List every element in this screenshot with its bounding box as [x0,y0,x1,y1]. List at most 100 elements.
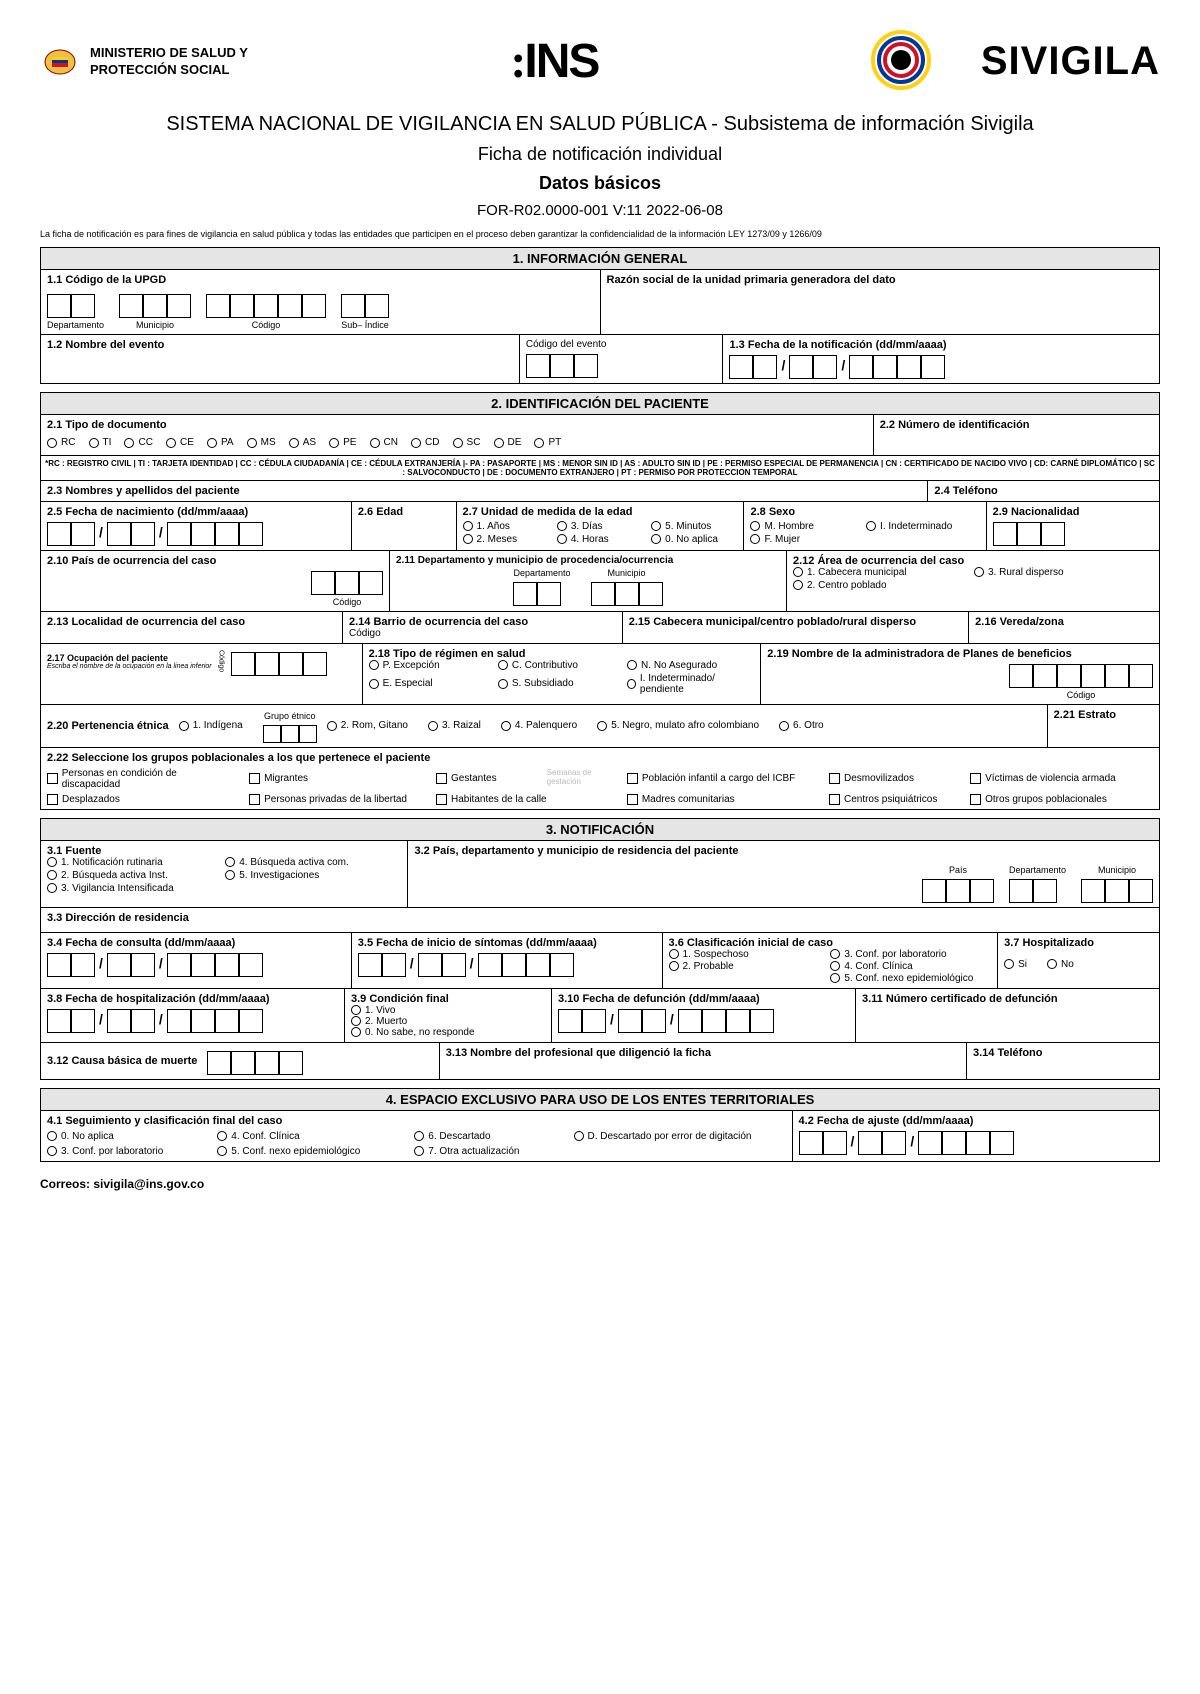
radio-meses[interactable]: 2. Meses [463,534,539,545]
radio-vivo[interactable]: 1. Vivo [351,1005,535,1016]
input-box[interactable] [207,1051,231,1075]
check-migrantes[interactable]: Migrantes [249,768,420,790]
input-box[interactable] [71,522,95,546]
input-box[interactable] [642,1009,666,1033]
radio-contributivo[interactable]: C. Contributivo [498,660,615,671]
input-box[interactable] [882,1131,906,1155]
radio-rutinaria[interactable]: 1. Notificación rutinaria [47,857,213,868]
radio-especial[interactable]: E. Especial [369,673,486,695]
input-box[interactable] [513,582,537,606]
input-box[interactable] [263,725,281,743]
input-box[interactable] [231,652,255,676]
input-box[interactable] [849,355,873,379]
radio-hombre[interactable]: M. Hombre [750,521,854,532]
input-box[interactable] [1017,522,1041,546]
input-box[interactable] [255,1051,279,1075]
input-box[interactable] [239,1009,263,1033]
input-box[interactable] [970,879,994,903]
input-box[interactable] [946,879,970,903]
input-box[interactable] [231,1051,255,1075]
input-box[interactable] [143,294,167,318]
input-box[interactable] [639,582,663,606]
radio-investigaciones[interactable]: 5. Investigaciones [225,870,391,881]
input-box[interactable] [502,953,526,977]
check-icbf[interactable]: Población infantil a cargo del ICBF [627,768,813,790]
input-box[interactable] [254,294,278,318]
input-box[interactable] [618,1009,642,1033]
input-box[interactable] [922,879,946,903]
input-box[interactable] [71,1009,95,1033]
radio-rc[interactable]: RC [47,437,75,448]
input-box[interactable] [537,582,561,606]
radio-noaplica4[interactable]: 0. No aplica [47,1131,187,1142]
radio-conf-lab[interactable]: 3. Conf. por laboratorio [830,949,981,960]
radio-ms[interactable]: MS [247,437,276,448]
radio-conf-nexo4[interactable]: 5. Conf. nexo epidemiológico [217,1146,384,1157]
check-centros[interactable]: Centros psiquiátricos [829,794,954,805]
input-box[interactable] [1129,879,1153,903]
radio-otra-actualizacion[interactable]: 7. Otra actualización [414,1146,543,1157]
input-box[interactable] [873,355,897,379]
radio-otro[interactable]: 6. Otro [779,720,824,731]
radio-rom[interactable]: 2. Rom, Gitano [327,720,408,731]
radio-dias[interactable]: 3. Días [557,521,633,532]
radio-pa[interactable]: PA [207,437,234,448]
input-box[interactable] [1081,664,1105,688]
input-box[interactable] [442,953,466,977]
radio-no[interactable]: No [1047,959,1074,970]
radio-subsidiado[interactable]: S. Subsidiado [498,673,615,695]
radio-sc[interactable]: SC [453,437,481,448]
input-box[interactable] [1009,664,1033,688]
input-box[interactable] [382,953,406,977]
check-victimas[interactable]: Víctimas de violencia armada [970,768,1141,790]
input-box[interactable] [726,1009,750,1033]
input-box[interactable] [574,354,598,378]
input-box[interactable] [550,953,574,977]
input-box[interactable] [1057,664,1081,688]
radio-horas[interactable]: 4. Horas [557,534,633,545]
input-box[interactable] [107,953,131,977]
input-box[interactable] [71,953,95,977]
radio-ce[interactable]: CE [166,437,194,448]
input-box[interactable] [1033,664,1057,688]
radio-noaplica[interactable]: 0. No aplica [651,534,727,545]
input-box[interactable] [993,522,1017,546]
input-box[interactable] [753,355,777,379]
radio-descartado[interactable]: 6. Descartado [414,1131,543,1142]
check-desplazados[interactable]: Desplazados [47,794,233,805]
input-box[interactable] [302,294,326,318]
radio-conf-nexo[interactable]: 5. Conf. nexo epidemiológico [830,973,981,984]
input-box[interactable] [729,355,753,379]
input-box[interactable] [131,522,155,546]
input-box[interactable] [47,1009,71,1033]
radio-indeterminado[interactable]: I. Indeterminado/ pendiente [627,673,744,695]
input-box[interactable] [858,1131,882,1155]
input-box[interactable] [215,522,239,546]
input-box[interactable] [215,953,239,977]
input-box[interactable] [799,1131,823,1155]
radio-busqueda-com[interactable]: 4. Búsqueda activa com. [225,857,391,868]
check-discapacidad[interactable]: Personas en condición de discapacidad [47,768,233,790]
input-box[interactable] [191,1009,215,1033]
input-box[interactable] [526,354,550,378]
input-box[interactable] [582,1009,606,1033]
radio-pt[interactable]: PT [534,437,561,448]
radio-cn[interactable]: CN [370,437,398,448]
radio-centro[interactable]: 2. Centro poblado [793,580,962,591]
radio-indet[interactable]: I. Indeterminado [866,521,970,532]
input-box[interactable] [1105,879,1129,903]
input-box[interactable] [131,1009,155,1033]
input-box[interactable] [966,1131,990,1155]
input-box[interactable] [1033,879,1057,903]
input-box[interactable] [299,725,317,743]
radio-ti[interactable]: TI [89,437,112,448]
radio-indigena[interactable]: 1. Indígena [179,720,243,731]
input-box[interactable] [615,582,639,606]
input-box[interactable] [702,1009,726,1033]
input-box[interactable] [191,953,215,977]
input-box[interactable] [1041,522,1065,546]
radio-busqueda-inst[interactable]: 2. Búsqueda activa Inst. [47,870,213,881]
radio-as[interactable]: AS [289,437,316,448]
input-box[interactable] [167,1009,191,1033]
radio-noasegurado[interactable]: N. No Asegurado [627,660,744,671]
